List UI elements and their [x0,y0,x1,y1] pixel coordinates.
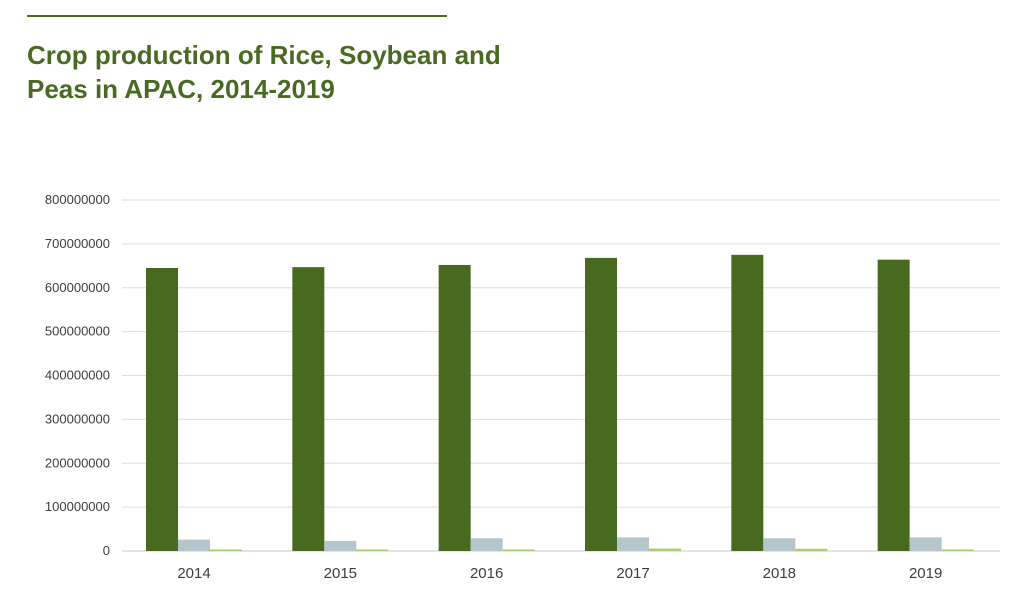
x-tick-label: 2017 [616,565,649,582]
bar-series-3-2018 [795,548,828,551]
x-tick-label: 2018 [763,565,796,582]
x-tick-label: 2015 [324,565,357,582]
bar-series-2-2014 [178,539,210,551]
y-tick-label: 500000000 [45,324,110,339]
y-tick-label: 300000000 [45,411,110,426]
bar-series-1-2016 [438,264,471,551]
x-tick-label: 2019 [909,565,942,582]
bar-series-3-2014 [210,549,242,551]
title-rule [27,15,447,17]
chart-title: Crop production of Rice, Soybean and Pea… [27,40,501,104]
bar-series-1-2014 [146,268,178,551]
y-tick-label: 0 [103,543,110,558]
bar-series-3-2019 [941,549,974,551]
bar-series-2-2015 [324,540,357,551]
y-tick-label: 200000000 [45,455,110,470]
bar-series-3-2016 [502,549,535,551]
x-tick-label: 2014 [177,565,210,582]
bar-series-2-2017 [617,537,649,551]
bar-series-1-2017 [585,257,617,551]
bar-series-2-2016 [470,538,503,551]
bar-series-3-2017 [649,548,681,551]
y-tick-label: 800000000 [45,192,110,207]
bar-series-1-2015 [292,267,325,551]
bar-series-1-2018 [731,254,764,551]
x-tick-label: 2016 [470,565,503,582]
bar-series-2-2019 [909,537,942,551]
y-tick-label: 100000000 [45,499,110,514]
y-tick-label: 400000000 [45,368,110,383]
bar-series-3-2015 [356,549,389,551]
y-tick-label: 600000000 [45,280,110,295]
bar-series-1-2019 [877,259,910,551]
bar-series-2-2018 [763,538,796,551]
y-tick-label: 700000000 [45,236,110,251]
